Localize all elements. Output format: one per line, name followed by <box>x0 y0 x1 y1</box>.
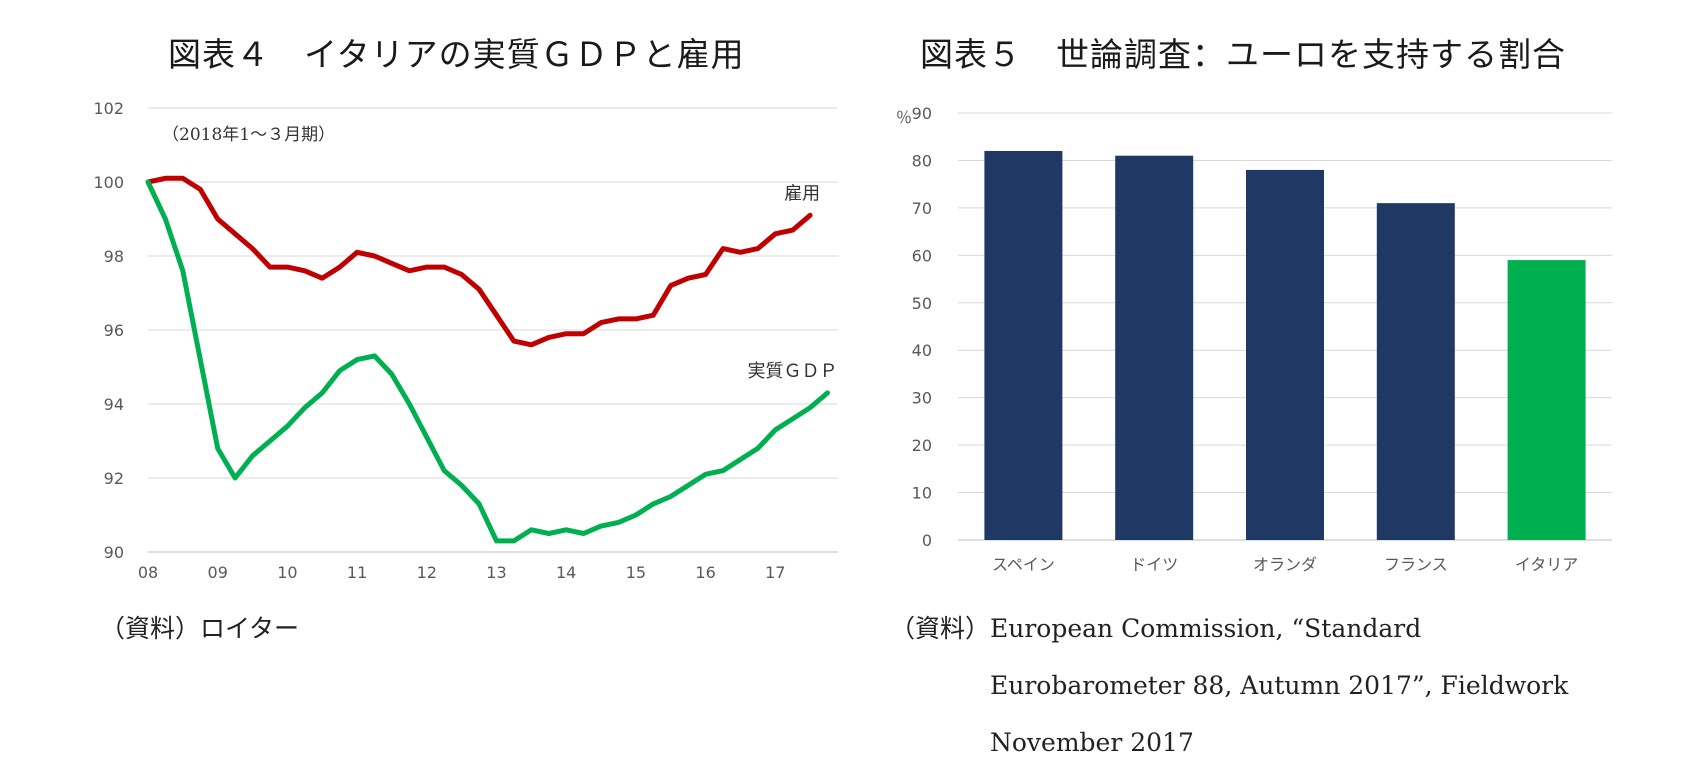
chart-note: （2018年1～３月期） <box>162 125 335 145</box>
x-tick-label: 08 <box>138 563 158 582</box>
x-tick-label: 16 <box>695 563 715 582</box>
bar-chart-source: （資料）European Commission, “Standard Euroba… <box>890 600 1610 771</box>
x-tick-label: 17 <box>765 563 785 582</box>
bar-chart-panel: 図表５ 世論調査：ユーロを支持する割合 0 10 20 30 40 50 60 70 80 90 ％… <box>860 0 1708 773</box>
series-label: 実質ＧＤＰ <box>748 361 838 382</box>
y-tick-label: 98 <box>104 247 124 266</box>
x-tick-label: フランス <box>1384 555 1448 574</box>
source-body: European Commission, “Standard Eurobarome… <box>990 600 1610 771</box>
line-chart-title: 図表４ イタリアの実質ＧＤＰと雇用 <box>168 35 745 74</box>
y-tick-label: 96 <box>104 321 124 340</box>
line-chart: 90 92 94 96 98 100 102 08 09 10 11 12 13 14 15 16 17 （201… <box>93 99 838 582</box>
source-line: European Commission, “Standard <box>990 614 1422 643</box>
source-line: November 2017 <box>990 728 1194 757</box>
bar <box>1507 260 1586 540</box>
bar <box>1115 155 1194 540</box>
y-tick-label: 92 <box>104 469 124 488</box>
x-tick-label: 09 <box>208 563 228 582</box>
line-chart-panel: 図表４ イタリアの実質ＧＤＰと雇用 90 92 94 96 98 100 102 08 09 10… <box>93 35 838 643</box>
y-tick-label: 80 <box>912 151 932 170</box>
y-tick-label: 60 <box>912 246 932 265</box>
y-tick-label: 70 <box>912 199 932 218</box>
series-label: 雇用 <box>784 183 820 204</box>
bar <box>1246 169 1324 540</box>
y-tick-label: 102 <box>93 99 124 118</box>
source-prefix: （資料） <box>890 614 991 643</box>
x-tick-label: 11 <box>347 563 367 582</box>
series-line <box>145 175 813 348</box>
source-line: Eurobarometer 88, Autumn 2017”, Fieldwor… <box>990 671 1569 700</box>
bar <box>984 150 1063 540</box>
x-tick-label: 10 <box>277 563 297 582</box>
y-tick-label: 100 <box>93 173 124 192</box>
y-tick-label: 90 <box>912 104 932 123</box>
line-chart-source: （資料）ロイター <box>100 614 300 643</box>
x-tick-label: 12 <box>417 563 437 582</box>
y-tick-label: 30 <box>912 389 932 408</box>
y-tick-label: 40 <box>912 341 932 360</box>
y-unit-label: ％ <box>896 108 912 127</box>
x-tick-label: ドイツ <box>1130 555 1178 574</box>
x-tick-label: 13 <box>486 563 506 582</box>
x-tick-label: 14 <box>556 563 576 582</box>
bar-chart-title: 図表５ 世論調査：ユーロを支持する割合 <box>920 35 1566 74</box>
y-tick-label: 94 <box>104 395 124 414</box>
x-tick-label: オランダ <box>1253 555 1317 574</box>
y-tick-label: 90 <box>104 543 124 562</box>
y-tick-label: 10 <box>912 484 932 503</box>
bar <box>1376 203 1455 540</box>
y-tick-label: 20 <box>912 436 932 455</box>
x-tick-label: 15 <box>626 563 646 582</box>
x-tick-label: スペイン <box>992 555 1055 574</box>
y-tick-label: 0 <box>922 531 932 550</box>
bar-chart: 0 10 20 30 40 50 60 70 80 90％ スペイン ドイツ オランダ フランス イタリア <box>896 104 1612 574</box>
y-tick-label: 50 <box>912 294 932 313</box>
series-line <box>145 179 830 544</box>
x-tick-label: イタリア <box>1515 555 1578 574</box>
